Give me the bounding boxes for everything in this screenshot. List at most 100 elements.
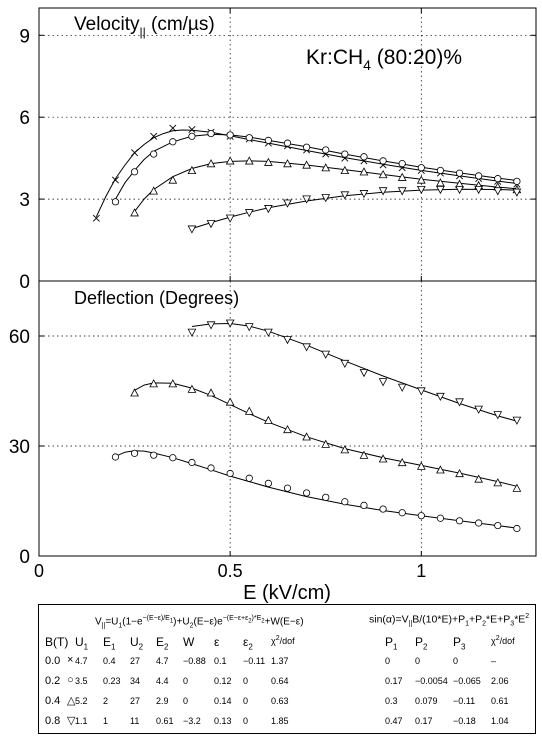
table-cell: 0 bbox=[243, 716, 249, 726]
velocity-point bbox=[416, 185, 426, 195]
table-cell: 0.63 bbox=[271, 696, 289, 706]
table-cell: 1.85 bbox=[271, 716, 289, 726]
table-column-header: ε2 bbox=[243, 635, 253, 652]
deflection-point bbox=[206, 321, 216, 330]
table-cell: 0.13 bbox=[214, 716, 232, 726]
xtick-label: 0.5 bbox=[218, 561, 243, 581]
table-cell: 0.64 bbox=[271, 676, 289, 686]
deflection-fit-curve bbox=[115, 450, 517, 529]
velocity-point bbox=[130, 208, 139, 217]
deflection-grid bbox=[39, 281, 536, 556]
table-cell: 2.9 bbox=[156, 696, 169, 706]
table-column-header: P2 bbox=[415, 635, 428, 652]
velocity-point bbox=[360, 153, 368, 161]
velocity-point bbox=[397, 172, 407, 181]
velocity-point bbox=[359, 167, 369, 176]
deflection-point bbox=[378, 378, 388, 387]
deflection-point bbox=[436, 392, 445, 402]
velocity-point bbox=[513, 177, 521, 185]
velocity-panel: 0 3 6 9 Velocity|| (cm/µs) Kr:CH4 (80:20)% bbox=[19, 7, 537, 293]
deflection-point bbox=[474, 405, 484, 414]
deflection-point bbox=[283, 484, 292, 492]
deflection-point bbox=[341, 498, 349, 506]
table-cell: 1 bbox=[103, 716, 109, 726]
deflection-plot-frame bbox=[38, 280, 537, 557]
gas-mixture-annotation: Kr:CH4 (80:20)% bbox=[306, 46, 462, 73]
deflection-point bbox=[302, 432, 311, 441]
deflection-point bbox=[436, 514, 445, 522]
velocity-point bbox=[150, 132, 158, 140]
table-cell: 4.7 bbox=[75, 656, 88, 666]
table-cell: 0.079 bbox=[415, 696, 438, 706]
deflection-title: Deflection (Degrees) bbox=[74, 288, 239, 308]
deflection-point bbox=[379, 505, 387, 513]
velocity-point bbox=[359, 190, 369, 199]
deflection-point bbox=[283, 424, 292, 434]
velocity-point bbox=[436, 185, 445, 195]
xtick-label: 0 bbox=[34, 561, 44, 581]
xtick-label: 1 bbox=[416, 561, 426, 581]
velocity-point bbox=[512, 188, 522, 197]
table-cell: 0 bbox=[183, 696, 189, 706]
velocity-point bbox=[417, 164, 425, 172]
velocity-point bbox=[226, 131, 234, 139]
table-row-marker: △ bbox=[67, 695, 76, 707]
table-column-header: χ2/dof bbox=[491, 635, 515, 646]
deflection-point bbox=[321, 350, 331, 359]
deflection-point bbox=[130, 388, 139, 397]
velocity-point bbox=[474, 185, 484, 195]
table-column-header: χ2/dof bbox=[271, 635, 295, 646]
velocity-point bbox=[494, 175, 502, 183]
velocity-point bbox=[130, 168, 139, 176]
fit-parameter-table: V||=U1(1−e−(E−ε)/E1)+U2(E−ε)e−(E−ε+ε2)*E… bbox=[38, 604, 536, 734]
deflection-point bbox=[225, 319, 235, 328]
table-cell: 0.47 bbox=[385, 716, 403, 726]
table-row-field: 0.8 bbox=[45, 715, 61, 727]
table-cell: 0.4 bbox=[103, 656, 116, 666]
deflection-point bbox=[187, 328, 197, 337]
velocity-grid bbox=[39, 8, 536, 281]
velocity-fit-curve bbox=[115, 133, 517, 200]
deflection-ytick-label: 60 bbox=[9, 327, 30, 348]
table-row-marker: × bbox=[67, 654, 74, 666]
velocity-point bbox=[378, 187, 388, 196]
deflection-point bbox=[187, 384, 197, 393]
table-cell: −0.18 bbox=[453, 716, 476, 726]
deflection-point bbox=[321, 439, 331, 448]
velocity-ytick-label: 9 bbox=[19, 26, 30, 47]
deflection-point bbox=[264, 415, 273, 424]
x-axis-ticks: 0 0.5 1 bbox=[34, 8, 426, 581]
deflection-point bbox=[493, 411, 503, 420]
deflection-point bbox=[513, 524, 521, 533]
table-row-field: 0.2 bbox=[45, 675, 61, 687]
table-cell: 1.1 bbox=[75, 716, 88, 726]
velocity-point bbox=[416, 175, 426, 184]
table-column-header: ε bbox=[214, 635, 220, 649]
table-cell: −0.11 bbox=[243, 656, 266, 666]
velocity-point bbox=[264, 205, 273, 214]
x-axis-label: E (kV/cm) bbox=[243, 582, 331, 604]
velocity-point bbox=[245, 134, 253, 142]
table-cell: 0.14 bbox=[214, 696, 232, 706]
deflection-point bbox=[225, 397, 235, 406]
velocity-point bbox=[188, 125, 196, 134]
deflection-series-o bbox=[111, 449, 521, 533]
deflection-point bbox=[244, 406, 254, 415]
velocity-point bbox=[168, 175, 178, 184]
table-cell: 0 bbox=[453, 656, 459, 666]
table-cell: 0 bbox=[385, 656, 391, 666]
deflection-point bbox=[169, 454, 177, 462]
velocity-fit-curve bbox=[95, 129, 517, 218]
deflection-point bbox=[494, 521, 502, 530]
velocity-ytick-label: 3 bbox=[19, 190, 30, 211]
velocity-series-^ bbox=[130, 156, 522, 217]
velocity-title: Velocity|| (cm/µs) bbox=[74, 14, 215, 39]
deflection-point bbox=[455, 468, 464, 478]
velocity-point bbox=[302, 160, 311, 169]
deflection-series-^ bbox=[130, 379, 522, 492]
velocity-point bbox=[207, 129, 215, 138]
velocity-point bbox=[283, 199, 292, 208]
deflection-point bbox=[474, 474, 484, 483]
deflection-ytick-label: 0 bbox=[19, 547, 30, 568]
